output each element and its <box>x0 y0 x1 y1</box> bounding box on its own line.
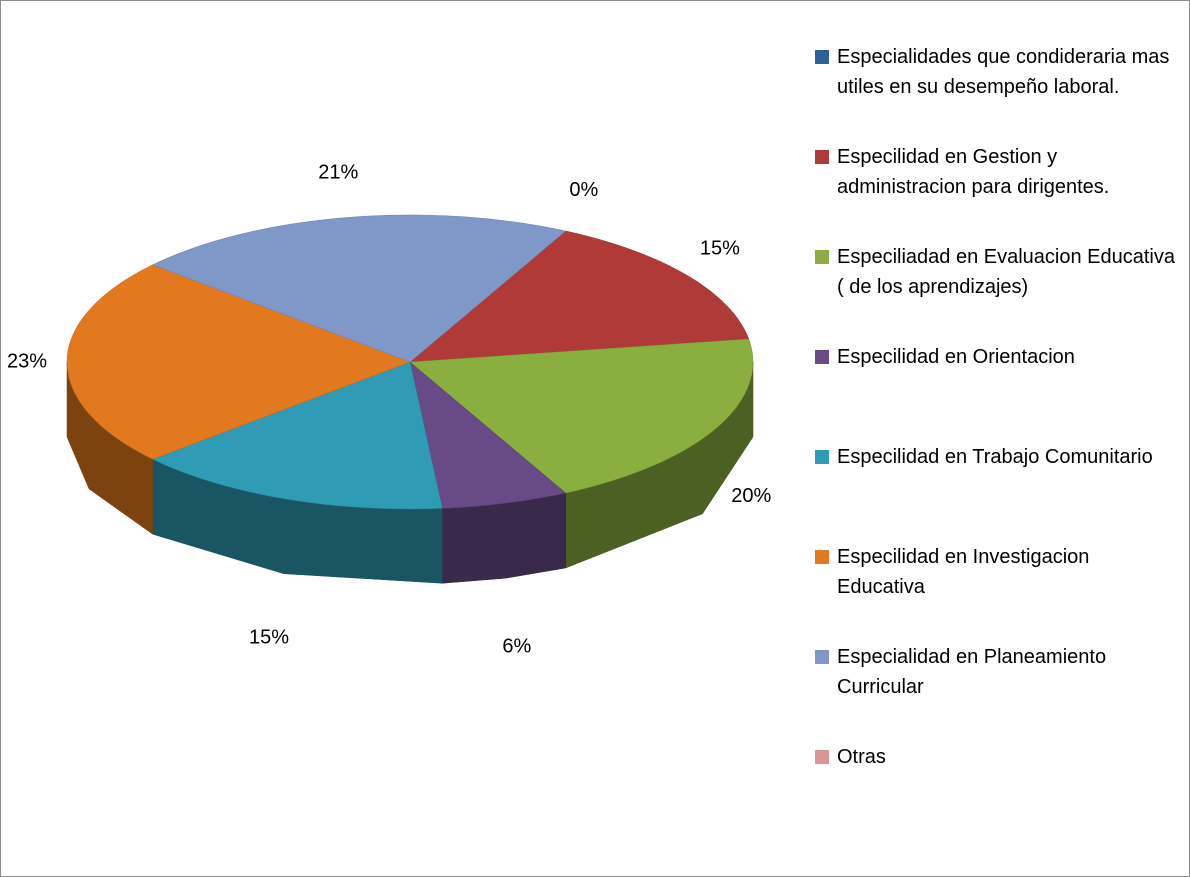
data-label: 23% <box>7 350 47 372</box>
legend-label: Especilidad en Orientacion <box>837 346 1075 368</box>
data-label: 20% <box>731 485 771 507</box>
legend-swatch <box>815 150 829 164</box>
legend-entry: Especilidad en Gestion y administracion … <box>815 142 1175 202</box>
legend-label: Especilidad en Trabajo Comunitario <box>837 446 1153 468</box>
legend-entry: Especialidad en Planeamiento Curricular <box>815 642 1175 702</box>
slice <box>152 214 567 363</box>
data-label: 21% <box>318 162 358 184</box>
legend-label: Especialidad en Planeamiento Curricular <box>837 646 1107 698</box>
legend-swatch <box>815 450 829 464</box>
legend-swatch <box>815 550 829 564</box>
slice <box>409 230 750 363</box>
data-label: 15% <box>249 626 289 648</box>
legend-label: Especilidad en Investigacion Educativa <box>837 546 1090 598</box>
legend-label: Especilidad en Gestion y administracion … <box>837 146 1110 198</box>
legend-swatch <box>815 350 829 364</box>
legend-label: Otras <box>837 746 886 768</box>
data-label: 15% <box>700 237 740 259</box>
legend-swatch <box>815 250 829 264</box>
legend-label: Especiliadad en Evaluacion Educativa ( d… <box>837 246 1175 298</box>
legend-entry: Especialidades que condideraria mas util… <box>815 42 1175 102</box>
legend-entry: Especiliadad en Evaluacion Educativa ( d… <box>815 242 1175 302</box>
legend-entry: Especilidad en Trabajo Comunitario <box>815 442 1175 472</box>
data-label: 6% <box>502 635 531 657</box>
legend-label: Especialidades que condideraria mas util… <box>837 46 1170 98</box>
slice <box>409 361 567 509</box>
slice <box>66 264 411 460</box>
slice <box>152 361 443 510</box>
slice <box>409 338 754 494</box>
data-label: 0% <box>569 179 598 201</box>
legend-entry: Especilidad en Orientacion <box>815 342 1175 372</box>
legend-swatch <box>815 750 829 764</box>
legend-entry: Otras <box>815 742 1175 772</box>
legend-swatch <box>815 50 829 64</box>
legend-swatch <box>815 650 829 664</box>
legend-entry: Especilidad en Investigacion Educativa <box>815 542 1175 602</box>
